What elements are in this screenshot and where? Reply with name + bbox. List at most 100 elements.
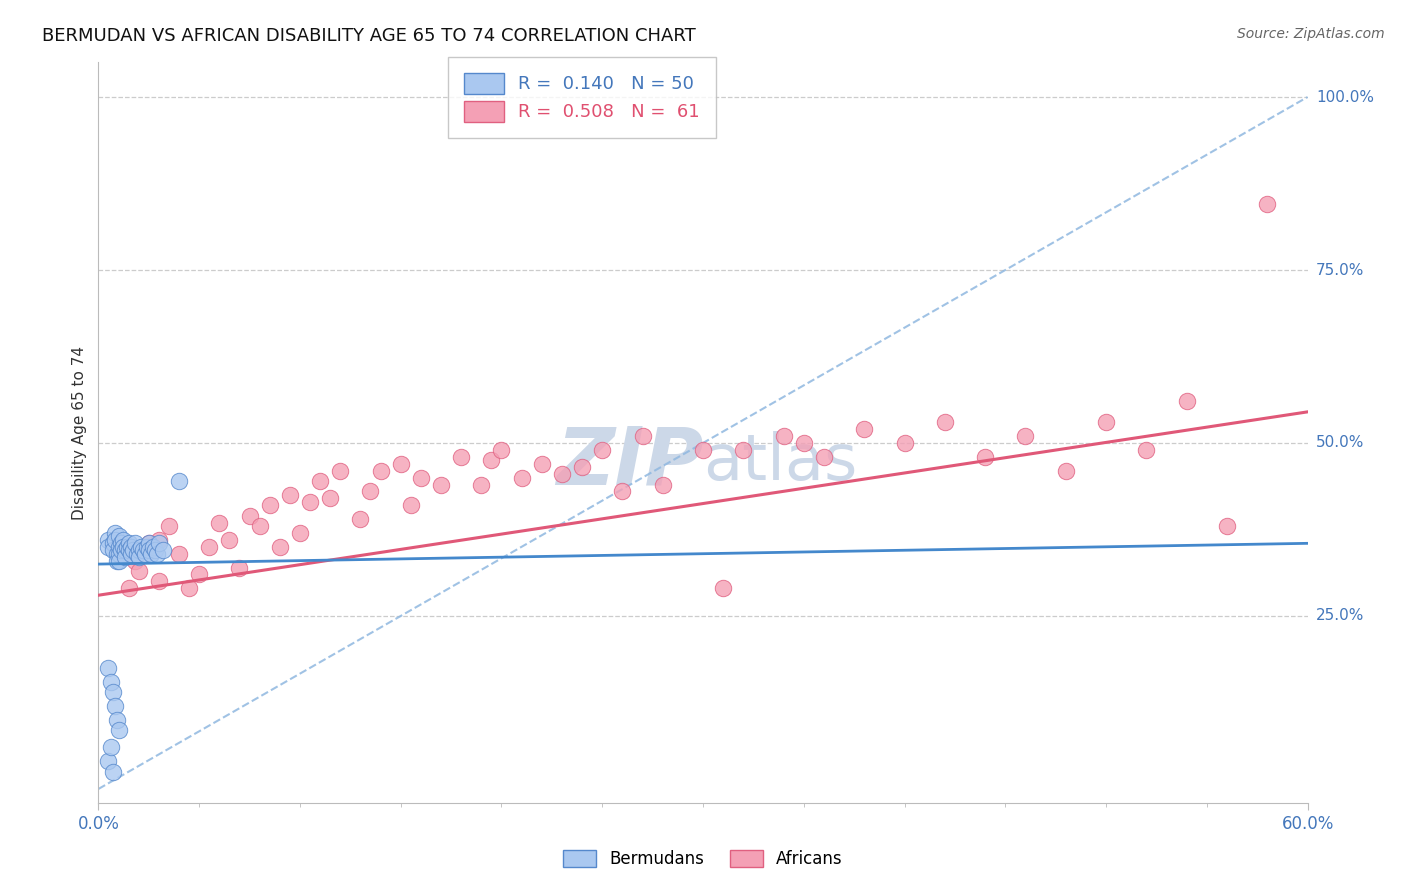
Point bbox=[370, 464, 392, 478]
Text: 25.0%: 25.0% bbox=[1316, 608, 1364, 624]
Point bbox=[1175, 394, 1198, 409]
Point bbox=[129, 540, 152, 554]
Point bbox=[100, 740, 122, 755]
Point bbox=[138, 536, 160, 550]
Point bbox=[111, 540, 134, 554]
Point bbox=[733, 442, 755, 457]
Point bbox=[143, 543, 166, 558]
Point bbox=[107, 529, 129, 543]
Point bbox=[105, 547, 128, 561]
Text: 75.0%: 75.0% bbox=[1316, 262, 1364, 277]
Point bbox=[135, 540, 157, 554]
Point bbox=[631, 429, 654, 443]
Point bbox=[692, 442, 714, 457]
Point bbox=[118, 536, 141, 550]
Point bbox=[934, 415, 956, 429]
Point bbox=[148, 536, 170, 550]
Point bbox=[101, 543, 124, 558]
Point bbox=[853, 422, 876, 436]
Point bbox=[100, 674, 122, 689]
Point bbox=[198, 540, 221, 554]
Point bbox=[107, 547, 129, 561]
Point bbox=[1256, 197, 1278, 211]
Point bbox=[1054, 464, 1077, 478]
Point bbox=[179, 582, 201, 596]
Point bbox=[115, 540, 138, 554]
Point bbox=[103, 525, 125, 540]
Point bbox=[110, 536, 132, 550]
Point bbox=[105, 554, 128, 568]
Text: Source: ZipAtlas.com: Source: ZipAtlas.com bbox=[1237, 27, 1385, 41]
Point bbox=[134, 547, 156, 561]
Point bbox=[772, 429, 794, 443]
Point bbox=[142, 540, 165, 554]
Point bbox=[491, 442, 513, 457]
Point bbox=[470, 477, 492, 491]
Point bbox=[125, 547, 148, 561]
Point bbox=[893, 436, 915, 450]
Point bbox=[101, 685, 124, 699]
Point bbox=[430, 477, 453, 491]
Point bbox=[139, 547, 162, 561]
Point bbox=[409, 470, 432, 484]
Point bbox=[105, 713, 128, 727]
Point bbox=[319, 491, 342, 506]
Point bbox=[349, 512, 371, 526]
Point bbox=[138, 543, 160, 558]
Point bbox=[793, 436, 815, 450]
Point bbox=[121, 543, 143, 558]
Point bbox=[107, 540, 129, 554]
Point bbox=[110, 543, 132, 558]
Point bbox=[146, 547, 169, 561]
Point bbox=[114, 550, 136, 565]
Point bbox=[111, 533, 134, 547]
Point bbox=[399, 498, 422, 512]
Point bbox=[571, 460, 593, 475]
Point bbox=[360, 484, 382, 499]
Point bbox=[148, 574, 170, 589]
Text: atlas: atlas bbox=[703, 431, 858, 493]
Point bbox=[813, 450, 835, 464]
Point bbox=[120, 540, 142, 554]
Point bbox=[1014, 429, 1036, 443]
Point bbox=[97, 754, 120, 768]
Point bbox=[132, 543, 155, 558]
Point bbox=[107, 723, 129, 738]
Text: BERMUDAN VS AFRICAN DISABILITY AGE 65 TO 74 CORRELATION CHART: BERMUDAN VS AFRICAN DISABILITY AGE 65 TO… bbox=[42, 27, 696, 45]
Legend: Bermudans, Africans: Bermudans, Africans bbox=[557, 843, 849, 875]
Point bbox=[128, 564, 150, 578]
Point bbox=[157, 519, 180, 533]
Point bbox=[974, 450, 997, 464]
Point bbox=[651, 477, 673, 491]
Point bbox=[101, 764, 124, 779]
Point bbox=[188, 567, 211, 582]
Point bbox=[1095, 415, 1118, 429]
Text: 100.0%: 100.0% bbox=[1316, 89, 1374, 104]
Point bbox=[711, 582, 734, 596]
Point bbox=[118, 582, 141, 596]
Point bbox=[278, 488, 301, 502]
Point bbox=[309, 474, 332, 488]
Point bbox=[107, 547, 129, 561]
Point bbox=[167, 547, 190, 561]
Point bbox=[138, 536, 160, 550]
Point bbox=[103, 698, 125, 713]
Point bbox=[124, 536, 146, 550]
Point bbox=[1135, 442, 1157, 457]
Point bbox=[530, 457, 553, 471]
Text: ZIP: ZIP bbox=[555, 423, 703, 501]
Point bbox=[128, 543, 150, 558]
Point bbox=[97, 661, 120, 675]
Point bbox=[510, 470, 533, 484]
Point bbox=[259, 498, 281, 512]
Point bbox=[107, 554, 129, 568]
Point bbox=[97, 533, 120, 547]
Legend: R =  0.140   N = 50, R =  0.508   N =  61: R = 0.140 N = 50, R = 0.508 N = 61 bbox=[449, 57, 716, 138]
Point bbox=[551, 467, 574, 482]
Point bbox=[218, 533, 240, 547]
Point bbox=[450, 450, 472, 464]
Point bbox=[239, 508, 262, 523]
Point bbox=[389, 457, 412, 471]
Point bbox=[103, 533, 125, 547]
Point bbox=[329, 464, 352, 478]
